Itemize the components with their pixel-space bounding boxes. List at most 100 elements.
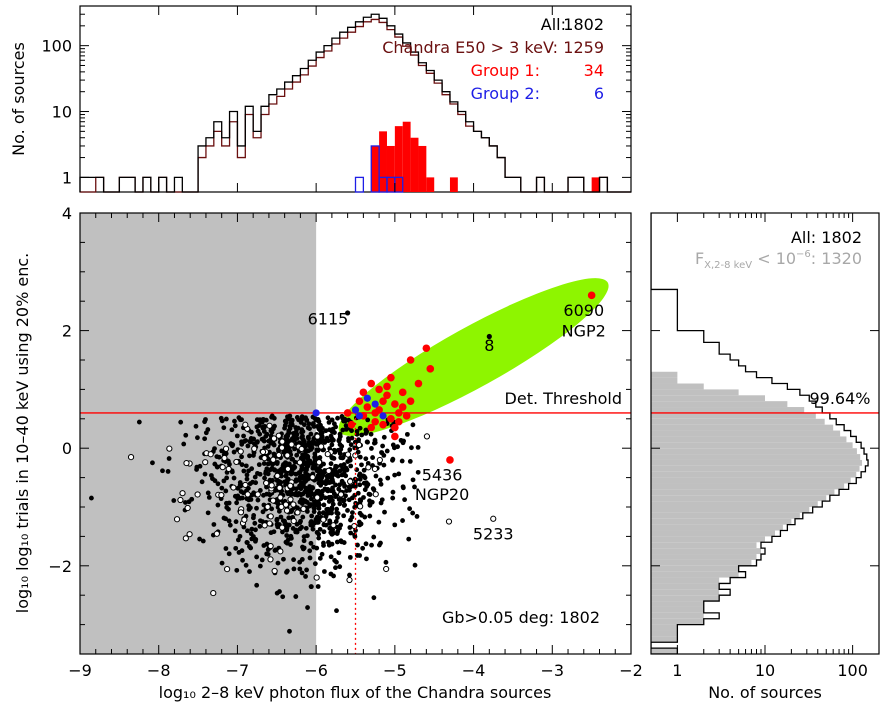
source-point [357,497,363,503]
source-point [338,522,344,528]
source-point [308,431,314,437]
source-point-open [490,515,497,522]
source-point [310,422,316,428]
top-legend: All: 1802 Chandra E50 > 3 keV: 1259 Grou… [382,15,604,103]
source-point [240,557,245,563]
source-point [376,519,382,525]
annotation-gb: Gb>0.05 deg: 1802 [442,608,600,627]
source-point [284,533,290,538]
source-point [260,509,266,515]
source-point [274,517,280,523]
source-point [303,574,308,579]
source-point [283,420,289,425]
source-point [345,310,351,316]
group-points [312,344,435,441]
source-point [261,492,266,498]
source-point [199,479,205,485]
source-point [301,545,307,551]
source-point [229,442,235,447]
excluded-bar [651,448,857,455]
source-point [306,460,311,465]
source-point-open [233,458,240,466]
source-point [260,425,266,431]
source-point [254,582,260,588]
excluded-bar [651,465,860,472]
source-point [291,466,297,471]
source-point [239,454,244,460]
source-point-open [279,524,286,531]
legend-chandra-label: Chandra E50 > 3 keV: [382,38,558,57]
source-point-open [277,494,284,501]
source-point [271,529,277,535]
source-point [195,435,200,441]
source-point [345,459,351,464]
x-tick-label: −4 [462,661,486,680]
source-point [309,522,315,528]
source-point [337,436,342,442]
source-point [303,499,309,505]
excluded-bar [651,554,757,560]
source-point [380,443,386,449]
legend-all-count: 1802 [563,15,604,34]
source-point [333,482,338,488]
top-y-tick-label: 10 [52,103,72,122]
right-histogram-bars [651,213,869,654]
source-point [345,508,350,513]
excluded-bar [651,459,863,466]
source-point [307,444,313,450]
source-point [304,533,310,539]
source-point [379,450,385,456]
source-label: 6090 [563,301,604,320]
source-point [371,595,377,601]
excluded-bar [651,395,765,402]
source-point [300,433,305,439]
source-point-open [270,435,278,442]
source-point-open [268,482,275,489]
group2-point [371,400,379,408]
source-point [244,540,250,545]
source-point [331,573,336,579]
right-histogram-panel: 1 10 100 99.64% All: 1802 FX,2-8 keV < 10−… [650,212,880,702]
source-point-open [267,513,274,520]
source-point [193,423,199,429]
selection-ellipse [338,278,609,436]
source-point-open [275,432,282,439]
source-point [337,501,343,507]
source-point-open [287,482,294,489]
source-point [363,456,369,462]
group1-point [343,409,352,417]
source-point [338,538,344,544]
group1-bar [379,131,387,192]
group1-point [426,365,435,373]
x-tick-label: −2 [619,661,643,680]
source-point [226,551,232,557]
group1-point [414,379,423,388]
source-point [406,536,412,542]
source-point [364,484,370,489]
source-point [357,482,363,488]
excluded-bar [651,571,739,578]
source-point [267,439,273,445]
source-point [235,494,241,500]
source-point [330,501,336,507]
source-point [291,566,297,572]
group1-point [402,412,411,420]
group1-point [367,379,376,388]
source-point-open [300,505,307,512]
top-histogram-panel: 1 10 100 No. of sources All: 1802 Chandra … [9,5,632,193]
source-point [212,446,217,452]
source-point [293,432,299,437]
source-point [364,556,369,562]
source-point [251,513,257,518]
source-point [300,514,306,520]
source-point [325,488,331,494]
source-point [377,477,383,483]
source-point [215,502,221,508]
excluded-bar [651,601,704,607]
source-point-open [270,497,277,504]
right-threshold-label: 99.64% [809,389,870,408]
source-point [214,454,220,459]
excluded-bar [651,412,816,419]
source-point [319,492,325,498]
source-point-open [251,445,258,452]
